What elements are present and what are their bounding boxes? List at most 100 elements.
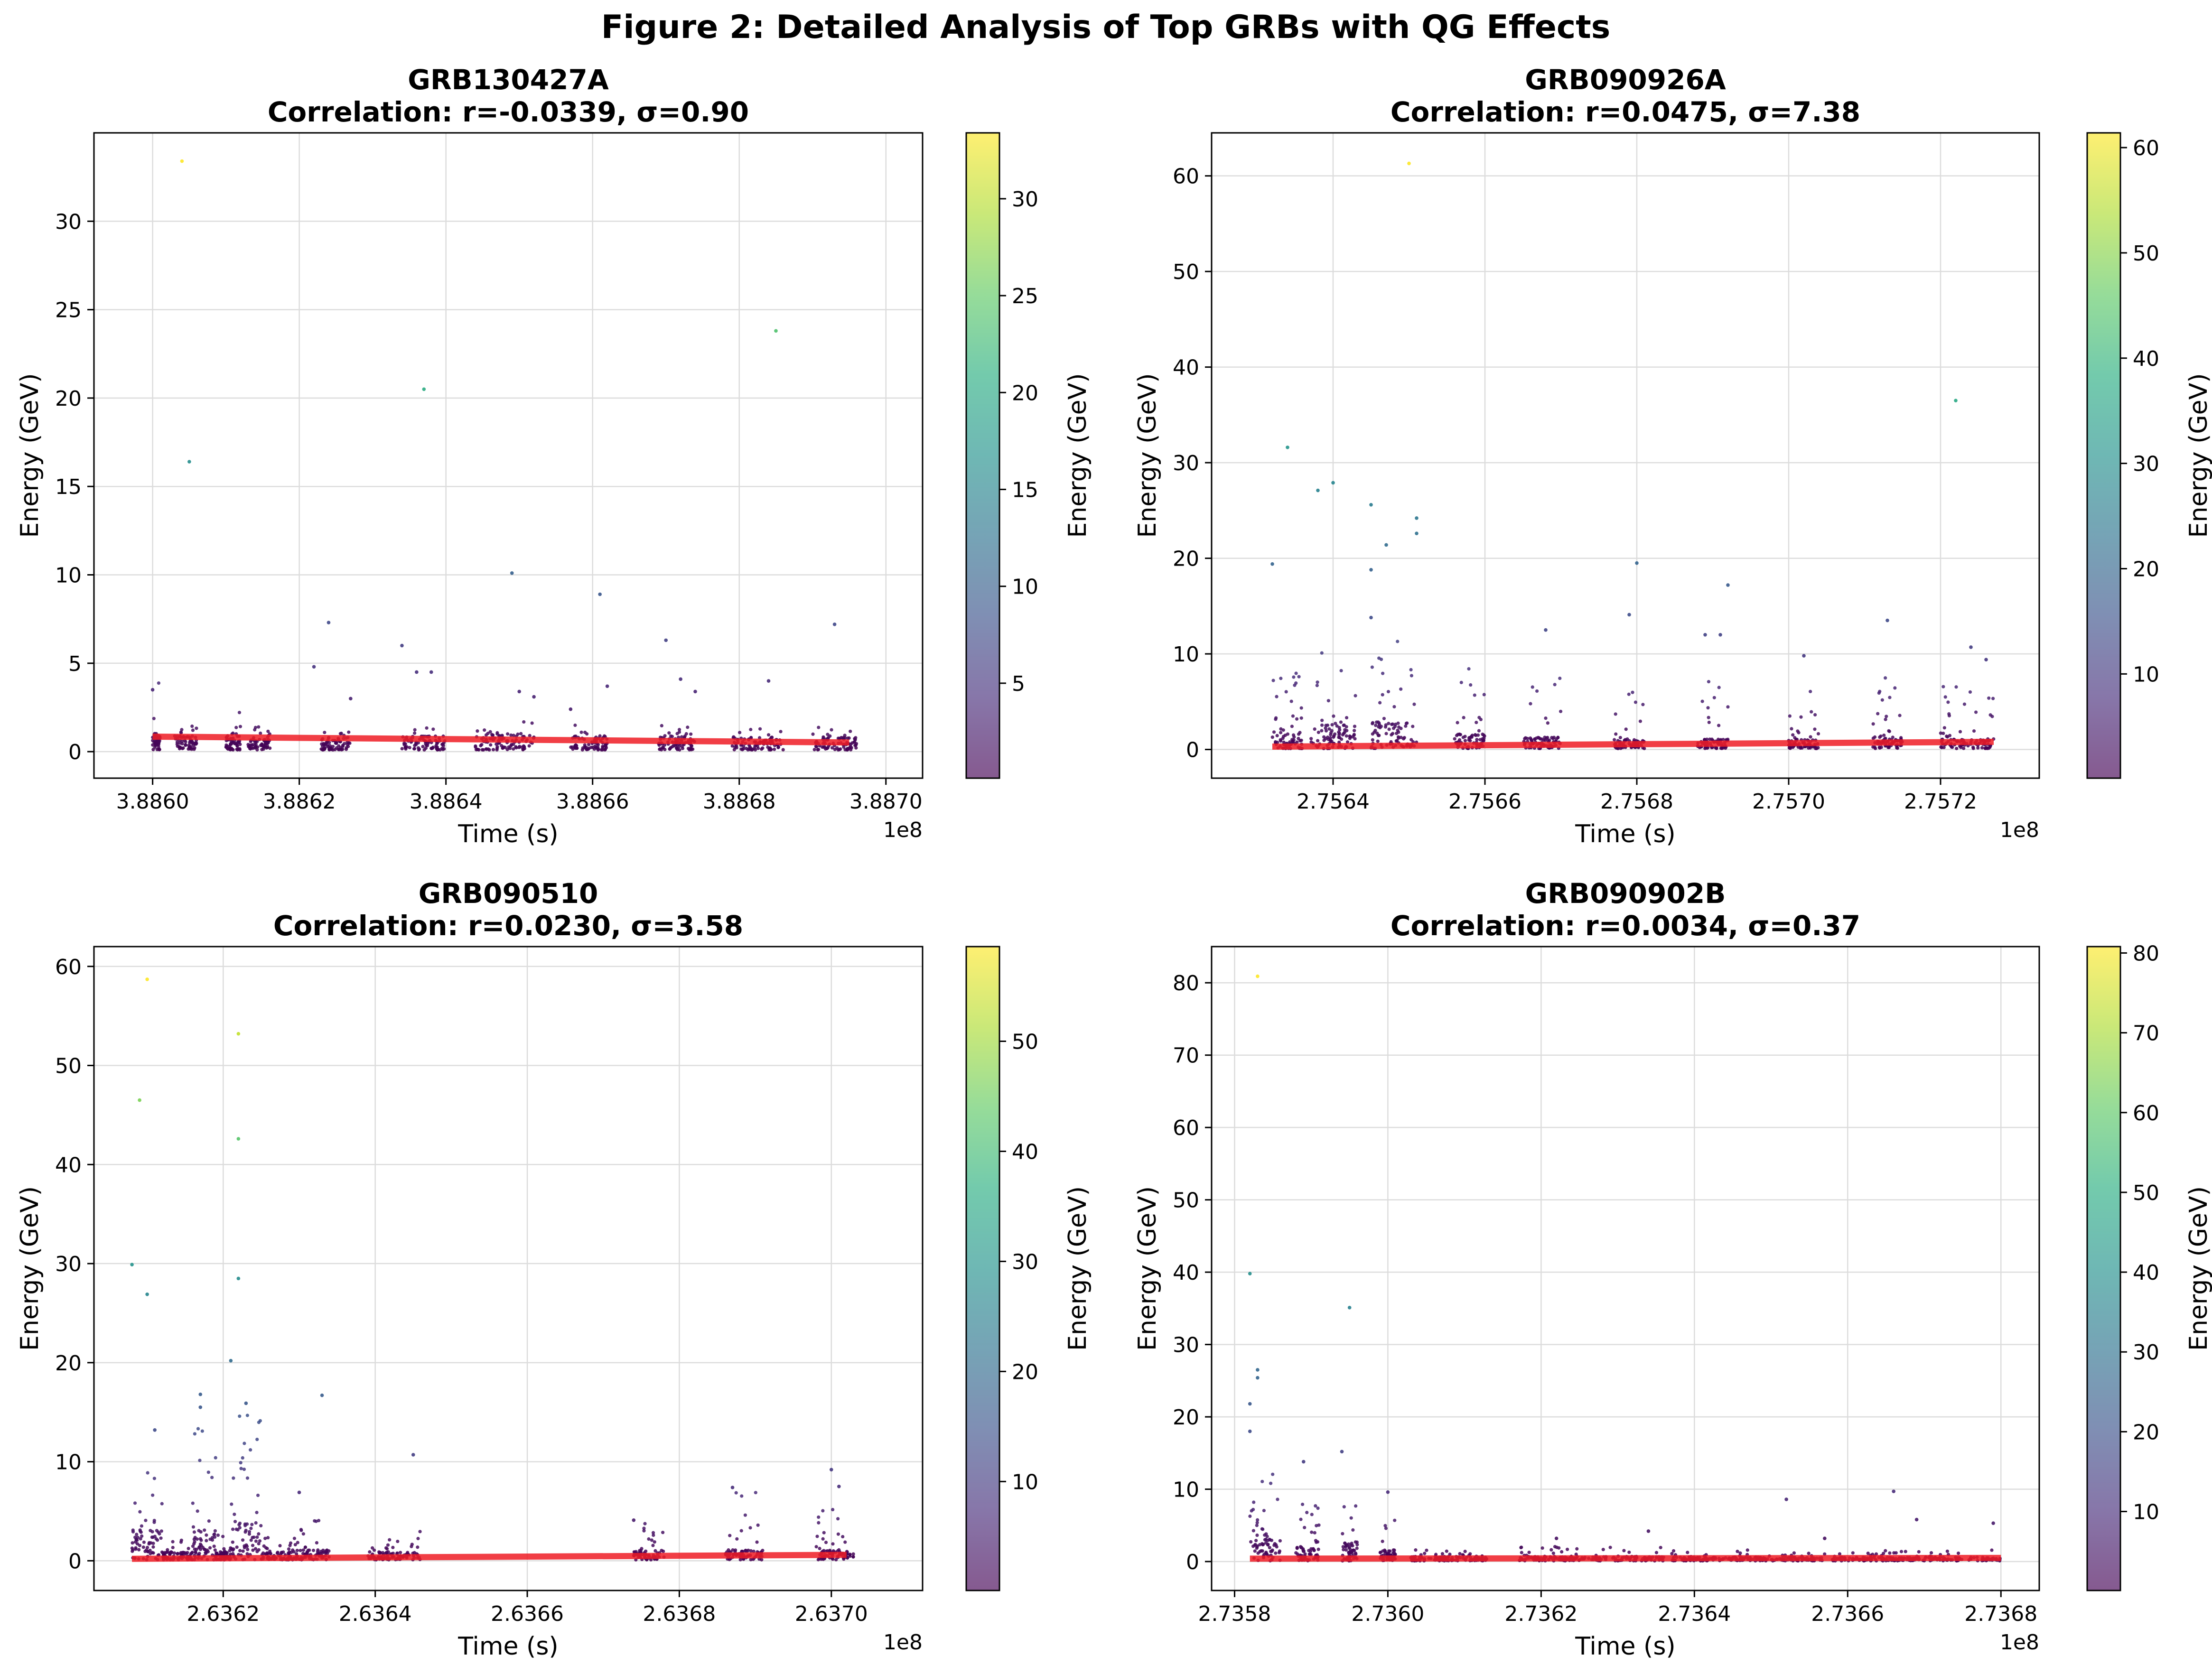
data-point [1355,1546,1359,1550]
data-point [1544,628,1548,632]
data-point [1537,736,1541,740]
data-point [643,1522,647,1525]
data-point [754,1491,757,1495]
data-point [1256,1376,1260,1380]
y-tick-label: 30 [55,1252,82,1276]
data-point [325,1549,328,1553]
data-point [1334,722,1337,725]
data-point [573,723,577,727]
data-point [1317,1523,1321,1527]
data-point [1476,733,1480,737]
data-point [1327,727,1331,731]
data-point [198,1392,203,1396]
data-point [1941,685,1945,688]
data-point [1876,712,1880,716]
data-point [760,1558,764,1562]
data-point [249,1448,252,1452]
y-axis-label: Energy (GeV) [1133,1186,1162,1351]
data-point [441,744,446,748]
data-point [213,1532,216,1536]
data-point [153,1428,157,1432]
chart-title: GRB130427A [408,64,609,96]
data-point [1347,1551,1351,1555]
x-tick-label: 2.7368 [1964,1602,2037,1626]
data-point [846,747,850,751]
data-point [138,1510,142,1514]
data-point [574,744,578,747]
data-point [1253,1543,1257,1546]
data-point [583,730,587,735]
colorbar-tick-label: 10 [2133,1500,2159,1525]
data-point [1316,488,1320,493]
data-point [287,1547,291,1551]
data-point [1384,732,1388,735]
data-point [841,1534,845,1539]
data-point [1942,726,1946,730]
data-point [180,728,184,732]
data-point [243,1545,246,1550]
data-point [1275,734,1279,737]
data-point [1369,615,1373,620]
data-point [153,745,157,749]
data-point [1388,1549,1392,1553]
data-point [158,748,161,752]
data-point [1659,1545,1662,1550]
data-point [141,1545,145,1549]
data-point [265,745,270,749]
data-point [1877,691,1881,695]
data-point [1347,1306,1352,1310]
data-point [137,1548,141,1552]
data-point [162,1552,166,1556]
data-point [166,1548,169,1552]
x-axis-label: Time (s) [1575,820,1675,848]
data-point [480,748,484,752]
data-point [1384,543,1388,547]
data-point [1278,1539,1282,1543]
data-point [748,1526,752,1530]
data-point [1381,671,1385,675]
data-point [193,1547,196,1551]
data-point [156,1530,160,1534]
data-point [1552,735,1556,739]
data-point [176,744,179,748]
data-point [1382,716,1386,720]
data-point [179,1538,183,1542]
data-point [289,1541,293,1545]
data-point [1281,728,1285,732]
data-point [424,746,428,750]
data-point [598,592,602,596]
data-point [203,1548,207,1552]
data-point [1298,739,1302,743]
data-point [248,746,252,750]
data-point [326,1552,329,1555]
data-point [479,744,483,748]
data-point [327,747,331,751]
data-point [1399,726,1403,730]
data-point [824,1541,828,1544]
data-point [224,743,228,747]
data-point [1371,722,1374,725]
data-point [1286,446,1289,449]
data-point [1738,1551,1742,1555]
data-point [603,747,607,751]
y-tick-label: 60 [1173,1116,1199,1140]
data-point [1638,719,1643,723]
data-point [1520,1551,1523,1554]
data-point [1291,739,1295,743]
data-point [255,748,259,752]
colorbar-tick-label: 30 [1012,187,1038,212]
y-axis-label: Energy (GeV) [1133,373,1162,538]
data-point [816,747,821,752]
x-tick-label: 3.8860 [116,790,189,814]
data-point [322,742,326,745]
data-point [386,1543,390,1547]
data-point [222,1547,226,1551]
y-tick-label: 0 [68,740,82,764]
data-point [245,1414,249,1417]
chart-subtitle: Correlation: r=0.0230, σ=3.58 [273,910,743,942]
data-point [1394,739,1398,743]
data-point [1305,1511,1309,1515]
colorbar-tick-label: 20 [2133,557,2159,581]
data-point [1269,1481,1273,1485]
